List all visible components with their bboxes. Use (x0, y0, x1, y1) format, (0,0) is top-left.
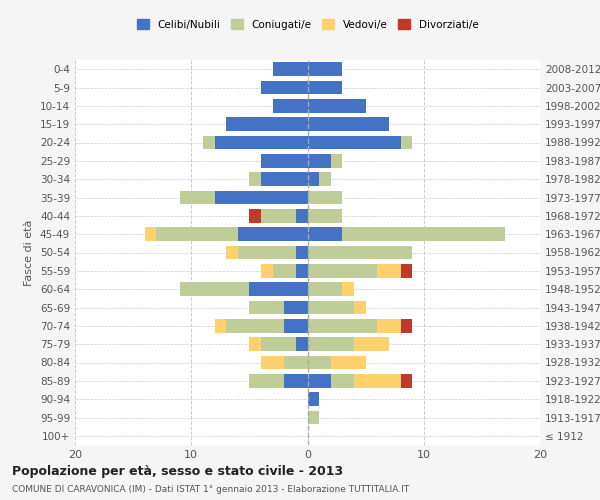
Bar (250, 300, 284, 314)
Bar (261, 209, 296, 222)
Bar (261, 80, 308, 94)
Bar (296, 209, 308, 222)
Bar (377, 319, 401, 332)
Bar (308, 190, 343, 204)
Bar (238, 228, 308, 241)
Bar (261, 338, 296, 351)
Bar (272, 264, 296, 278)
Bar (308, 209, 343, 222)
Bar (308, 264, 377, 278)
Bar (308, 356, 331, 370)
Y-axis label: Fasce di età: Fasce di età (25, 220, 34, 286)
Y-axis label: Anni di nascita: Anni di nascita (597, 211, 600, 294)
Bar (272, 62, 308, 76)
Bar (296, 246, 308, 260)
Bar (331, 154, 343, 168)
Bar (401, 264, 412, 278)
Bar (261, 154, 308, 168)
Bar (308, 300, 354, 314)
Bar (308, 118, 389, 131)
Bar (250, 374, 284, 388)
Bar (250, 209, 261, 222)
Bar (215, 319, 226, 332)
Bar (296, 264, 308, 278)
Bar (284, 300, 308, 314)
Bar (308, 392, 319, 406)
Bar (401, 319, 412, 332)
Bar (179, 282, 250, 296)
Bar (179, 190, 215, 204)
Legend: Celibi/Nubili, Coniugati/e, Vedovi/e, Divorziati/e: Celibi/Nubili, Coniugati/e, Vedovi/e, Di… (133, 15, 482, 34)
Text: Popolazione per età, sesso e stato civile - 2013: Popolazione per età, sesso e stato civil… (12, 465, 343, 478)
Bar (261, 356, 284, 370)
Bar (296, 338, 308, 351)
Bar (308, 99, 365, 112)
Bar (250, 282, 308, 296)
Bar (145, 228, 157, 241)
Bar (331, 374, 354, 388)
Bar (308, 228, 343, 241)
Bar (343, 282, 354, 296)
Bar (261, 172, 308, 186)
Bar (401, 374, 412, 388)
Text: COMUNE DI CARAVONICA (IM) - Dati ISTAT 1° gennaio 2013 - Elaborazione TUTTITALIA: COMUNE DI CARAVONICA (IM) - Dati ISTAT 1… (12, 485, 409, 494)
Bar (308, 410, 319, 424)
Bar (308, 246, 412, 260)
Bar (354, 338, 389, 351)
Bar (377, 264, 401, 278)
Bar (215, 190, 308, 204)
Bar (203, 136, 215, 149)
Bar (308, 338, 354, 351)
Bar (354, 300, 365, 314)
Bar (308, 62, 343, 76)
Bar (226, 319, 284, 332)
Bar (308, 154, 331, 168)
Bar (308, 282, 343, 296)
Bar (284, 356, 308, 370)
Bar (319, 172, 331, 186)
Bar (238, 246, 296, 260)
Bar (308, 374, 331, 388)
Bar (354, 374, 401, 388)
Bar (250, 338, 261, 351)
Bar (157, 228, 238, 241)
Bar (331, 356, 365, 370)
Bar (308, 319, 377, 332)
Bar (272, 99, 308, 112)
Bar (343, 228, 505, 241)
Bar (284, 319, 308, 332)
Bar (261, 264, 272, 278)
Bar (250, 172, 261, 186)
Bar (226, 246, 238, 260)
Bar (308, 136, 401, 149)
Bar (215, 136, 308, 149)
Bar (226, 118, 308, 131)
Bar (308, 80, 343, 94)
Bar (284, 374, 308, 388)
Bar (401, 136, 412, 149)
Bar (308, 172, 319, 186)
